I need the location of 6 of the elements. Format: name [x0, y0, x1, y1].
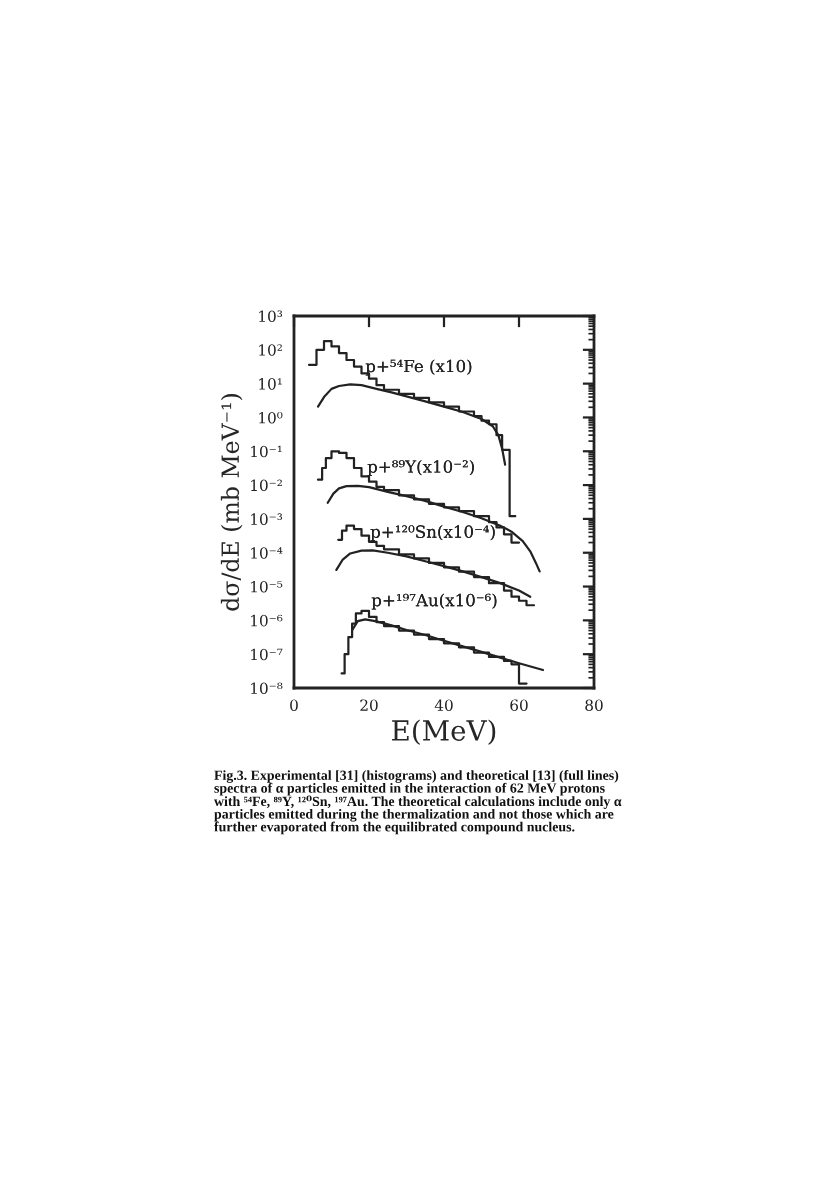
y-axis-title: dσ/dE (mb MeV⁻¹)	[220, 394, 243, 611]
annotation: p+¹⁹⁷Au(x10⁻⁶)	[371, 593, 497, 610]
annotation: p+¹²⁰Sn(x10⁻⁴)	[370, 525, 495, 542]
x-axis-title: E(MeV)	[392, 719, 496, 745]
annotation: p+⁸⁹Y(x10⁻²)	[367, 459, 474, 477]
annotation: p+⁵⁴Fe (x10)	[365, 359, 472, 376]
